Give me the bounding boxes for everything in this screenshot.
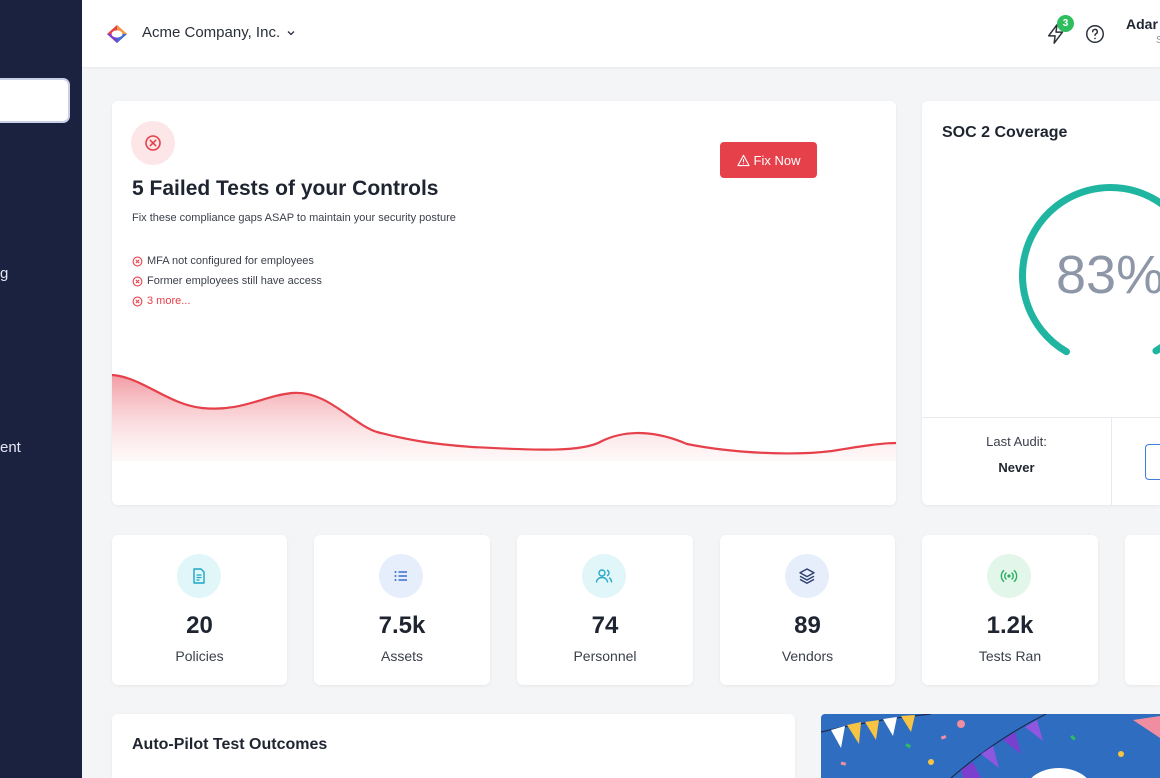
x-circle-icon — [132, 296, 143, 306]
top-bar: Acme Company, Inc. 3 Adar S — [82, 0, 1160, 67]
bolt-icon[interactable] — [1045, 23, 1067, 45]
stat-value: 20 — [186, 612, 213, 639]
failed-test-item[interactable]: Former employees still have access — [132, 271, 322, 291]
stat-value: 1.2k — [986, 612, 1034, 639]
divider — [922, 417, 1160, 418]
company-name: Acme Company, Inc. — [142, 24, 281, 41]
soc2-coverage-card: SOC 2 Coverage 83% Last Audit: Never — [922, 101, 1160, 505]
failed-tests-list: MFA not configured for employees Former … — [132, 251, 322, 311]
user-role: S — [1156, 35, 1160, 46]
sidebar-item-partial-2[interactable]: ent — [0, 439, 21, 456]
sidebar-search-input[interactable] — [0, 80, 68, 121]
sidebar: g ent — [0, 0, 82, 778]
x-circle-icon — [132, 276, 143, 286]
stat-card-personnel[interactable]: 74 Personnel — [517, 535, 693, 685]
stat-label: Personnel — [573, 648, 637, 664]
stat-label: Assets — [380, 648, 423, 664]
failed-status-icon — [131, 121, 175, 165]
stat-card-assets[interactable]: 7.5k Assets — [314, 535, 490, 685]
users-icon — [582, 554, 626, 598]
failed-tests-subtitle: Fix these compliance gaps ASAP to mainta… — [132, 212, 456, 224]
sidebar-item-partial-1[interactable]: g — [0, 265, 9, 282]
last-audit-label: Last Audit: — [986, 434, 1047, 449]
soc2-coverage-title: SOC 2 Coverage — [942, 124, 1068, 141]
fix-now-label: Fix Now — [753, 152, 801, 168]
help-icon[interactable] — [1084, 23, 1106, 45]
user-name[interactable]: Adar — [1126, 16, 1158, 32]
gauge-arc — [1019, 184, 1160, 367]
failed-test-item[interactable]: MFA not configured for employees — [132, 251, 322, 271]
stat-label: Policies — [175, 648, 224, 664]
divider — [1111, 418, 1112, 505]
notification-badge: 3 — [1057, 15, 1074, 32]
auto-pilot-title: Auto-Pilot Test Outcomes — [132, 736, 328, 753]
stat-label: Tests Ran — [978, 648, 1042, 664]
company-logo-icon — [107, 25, 127, 43]
more-failed-tests-link[interactable]: 3 more... — [132, 291, 322, 311]
fix-now-button[interactable]: Fix Now — [720, 142, 817, 178]
last-audit-value: Never — [998, 460, 1035, 475]
company-switcher[interactable]: Acme Company, Inc. — [142, 24, 296, 41]
stat-card-partial[interactable] — [1125, 535, 1160, 685]
stat-card-policies[interactable]: 20 Policies — [112, 535, 287, 685]
soc2-gauge-chart — [1019, 184, 1160, 367]
stat-label: Vendors — [781, 648, 834, 664]
broadcast-icon — [987, 554, 1031, 598]
layers-icon — [785, 554, 829, 598]
failed-tests-card: 5 Failed Tests of your Controls Fix thes… — [112, 101, 896, 505]
document-icon — [177, 554, 221, 598]
more-failed-tests-label: 3 more... — [147, 295, 191, 307]
auto-pilot-card: Auto-Pilot Test Outcomes — [112, 714, 795, 778]
confetti-illustration — [821, 714, 1160, 778]
failed-test-label: MFA not configured for employees — [147, 255, 314, 267]
stat-card-tests-ran[interactable]: 1.2k Tests Ran — [922, 535, 1098, 685]
stat-value: 74 — [591, 612, 619, 639]
failed-tests-title: 5 Failed Tests of your Controls — [132, 177, 439, 200]
trend-area — [112, 375, 896, 461]
trend-line — [112, 373, 896, 455]
warning-icon — [736, 154, 750, 166]
failed-tests-trend-chart — [112, 373, 896, 461]
failed-test-label: Former employees still have access — [147, 275, 322, 287]
soc2-action-button[interactable] — [1145, 444, 1160, 480]
stat-value: 7.5k — [378, 612, 426, 639]
stat-card-vendors[interactable]: 89 Vendors — [720, 535, 895, 685]
celebration-banner — [821, 714, 1160, 778]
soc2-percent-text: 83% — [1056, 245, 1160, 305]
list-icon — [379, 554, 423, 598]
stat-value: 89 — [794, 612, 821, 639]
x-circle-icon — [132, 256, 143, 266]
chevron-down-icon — [287, 30, 295, 35]
